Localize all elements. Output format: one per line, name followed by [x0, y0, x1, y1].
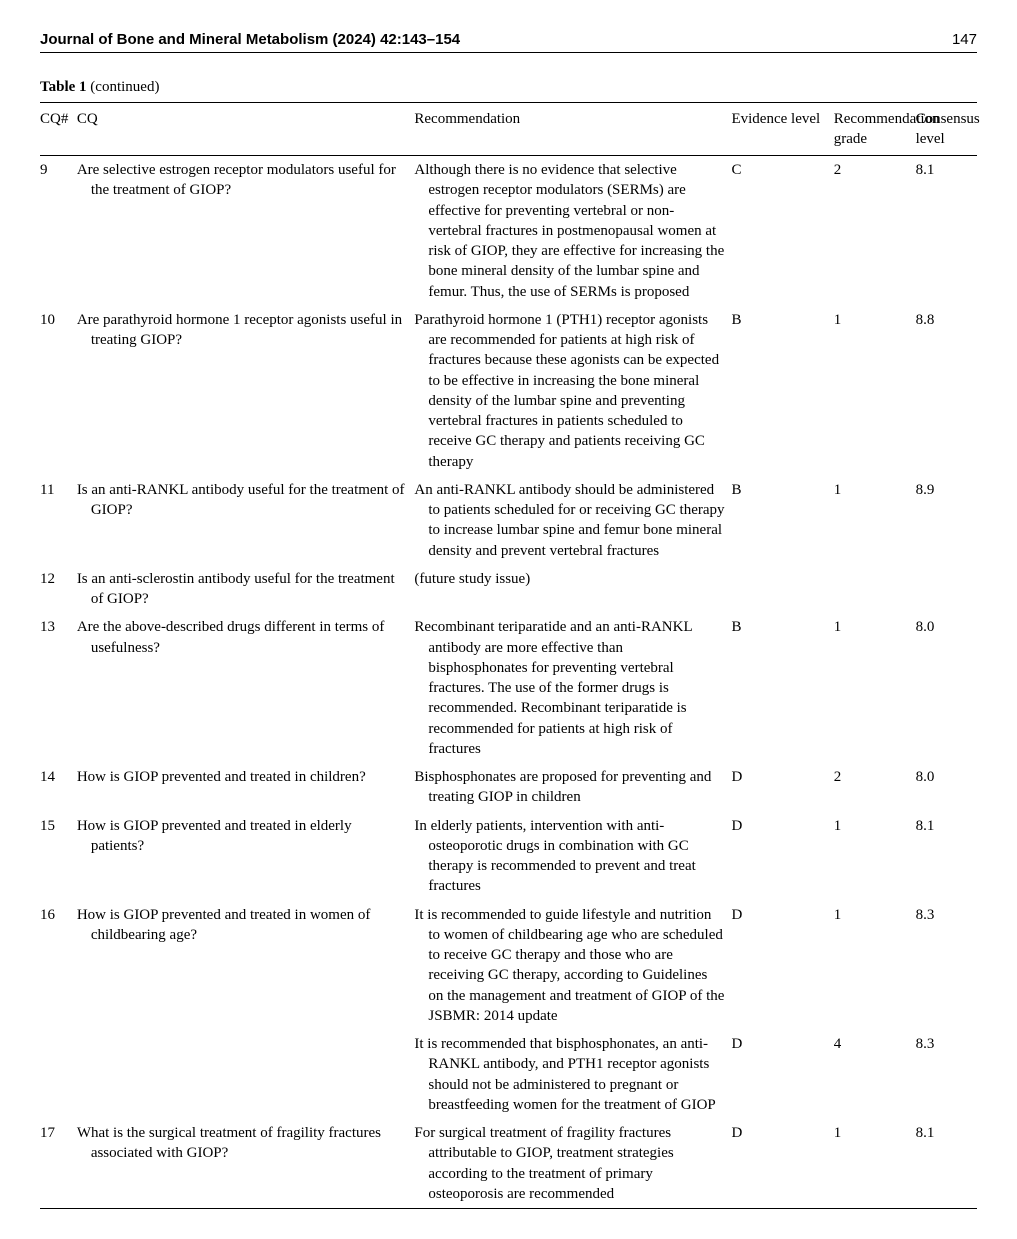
- cell-consensus-level: 8.0: [916, 613, 977, 763]
- cell-cqnum: 13: [40, 613, 77, 763]
- cell-cq: Is an anti-sclerostin antibody useful fo…: [77, 565, 415, 614]
- cell-evidence-level: C: [731, 156, 833, 306]
- cell-consensus-level: [916, 565, 977, 614]
- cell-consensus-level: 8.3: [916, 901, 977, 1031]
- cell-consensus-level: 8.0: [916, 763, 977, 812]
- cell-cq: Is an anti-RANKL antibody useful for the…: [77, 476, 415, 565]
- cell-consensus-level: 8.3: [916, 1030, 977, 1119]
- table-row: 9Are selective estrogen receptor modulat…: [40, 156, 977, 306]
- cell-evidence-level: B: [731, 306, 833, 476]
- cell-consensus-level: 8.1: [916, 1119, 977, 1209]
- cell-cqnum: [40, 1030, 77, 1119]
- running-header: Journal of Bone and Mineral Metabolism (…: [40, 30, 977, 53]
- cell-recommendation: It is recommended that bisphosphonates, …: [414, 1030, 731, 1119]
- cell-recommendation: Although there is no evidence that selec…: [414, 156, 731, 306]
- col-cons: Consensus level: [916, 102, 977, 156]
- cell-recommendation-grade: 1: [834, 812, 916, 901]
- cell-consensus-level: 8.1: [916, 156, 977, 306]
- cell-consensus-level: 8.1: [916, 812, 977, 901]
- cell-recommendation-grade: 2: [834, 156, 916, 306]
- cell-recommendation-grade: [834, 565, 916, 614]
- table-row: It is recommended that bisphosphonates, …: [40, 1030, 977, 1119]
- cell-evidence-level: D: [731, 812, 833, 901]
- cell-evidence-level: D: [731, 1030, 833, 1119]
- clinical-questions-table: CQ# CQ Recommendation Evidence level Rec…: [40, 102, 977, 1210]
- col-cq: CQ: [77, 102, 415, 156]
- cell-recommendation: (future study issue): [414, 565, 731, 614]
- table-row: 13Are the above-described drugs differen…: [40, 613, 977, 763]
- cell-recommendation: An anti-RANKL antibody should be adminis…: [414, 476, 731, 565]
- cell-recommendation: In elderly patients, intervention with a…: [414, 812, 731, 901]
- col-ev: Evidence level: [731, 102, 833, 156]
- cell-cq: Are parathyroid hormone 1 receptor agoni…: [77, 306, 415, 476]
- table-continued: (continued): [90, 79, 159, 95]
- cell-recommendation: It is recommended to guide lifestyle and…: [414, 901, 731, 1031]
- cell-cqnum: 11: [40, 476, 77, 565]
- cell-cqnum: 15: [40, 812, 77, 901]
- col-grade: Recommendation grade: [834, 102, 916, 156]
- cell-recommendation: Bisphosphonates are proposed for prevent…: [414, 763, 731, 812]
- cell-evidence-level: D: [731, 763, 833, 812]
- cell-evidence-level: B: [731, 613, 833, 763]
- table-header-row: CQ# CQ Recommendation Evidence level Rec…: [40, 102, 977, 156]
- table-row: 10Are parathyroid hormone 1 receptor ago…: [40, 306, 977, 476]
- cell-evidence-level: D: [731, 1119, 833, 1209]
- cell-recommendation: Recombinant teriparatide and an anti-RAN…: [414, 613, 731, 763]
- table-row: 17What is the surgical treatment of frag…: [40, 1119, 977, 1209]
- cell-cqnum: 14: [40, 763, 77, 812]
- table-row: 15How is GIOP prevented and treated in e…: [40, 812, 977, 901]
- cell-recommendation-grade: 2: [834, 763, 916, 812]
- cell-cqnum: 9: [40, 156, 77, 306]
- cell-consensus-level: 8.8: [916, 306, 977, 476]
- table-row: 12Is an anti-sclerostin antibody useful …: [40, 565, 977, 614]
- table-body: 9Are selective estrogen receptor modulat…: [40, 156, 977, 1209]
- table-row: 11Is an anti-RANKL antibody useful for t…: [40, 476, 977, 565]
- cell-cq: What is the surgical treatment of fragil…: [77, 1119, 415, 1209]
- cell-cqnum: 17: [40, 1119, 77, 1209]
- cell-recommendation-grade: 1: [834, 613, 916, 763]
- cell-recommendation-grade: 1: [834, 901, 916, 1031]
- cell-cq: How is GIOP prevented and treated in eld…: [77, 812, 415, 901]
- cell-recommendation: Parathyroid hormone 1 (PTH1) receptor ag…: [414, 306, 731, 476]
- cell-recommendation-grade: 4: [834, 1030, 916, 1119]
- cell-consensus-level: 8.9: [916, 476, 977, 565]
- cell-cq: Are the above-described drugs different …: [77, 613, 415, 763]
- cell-cq: Are selective estrogen receptor modulato…: [77, 156, 415, 306]
- table-row: 16How is GIOP prevented and treated in w…: [40, 901, 977, 1031]
- cell-recommendation-grade: 1: [834, 306, 916, 476]
- table-row: 14How is GIOP prevented and treated in c…: [40, 763, 977, 812]
- col-rec: Recommendation: [414, 102, 731, 156]
- journal-title: Journal of Bone and Mineral Metabolism (…: [40, 30, 460, 50]
- cell-cq: How is GIOP prevented and treated in wom…: [77, 901, 415, 1031]
- cell-recommendation-grade: 1: [834, 1119, 916, 1209]
- cell-cqnum: 12: [40, 565, 77, 614]
- cell-evidence-level: B: [731, 476, 833, 565]
- cell-recommendation: For surgical treatment of fragility frac…: [414, 1119, 731, 1209]
- cell-cq: How is GIOP prevented and treated in chi…: [77, 763, 415, 812]
- table-label: Table 1: [40, 79, 87, 95]
- page-number: 147: [952, 30, 977, 50]
- cell-recommendation-grade: 1: [834, 476, 916, 565]
- cell-evidence-level: [731, 565, 833, 614]
- cell-evidence-level: D: [731, 901, 833, 1031]
- cell-cqnum: 10: [40, 306, 77, 476]
- cell-cqnum: 16: [40, 901, 77, 1031]
- cell-cq: [77, 1030, 415, 1119]
- col-cqnum: CQ#: [40, 102, 77, 156]
- table-caption: Table 1 (continued): [40, 77, 977, 97]
